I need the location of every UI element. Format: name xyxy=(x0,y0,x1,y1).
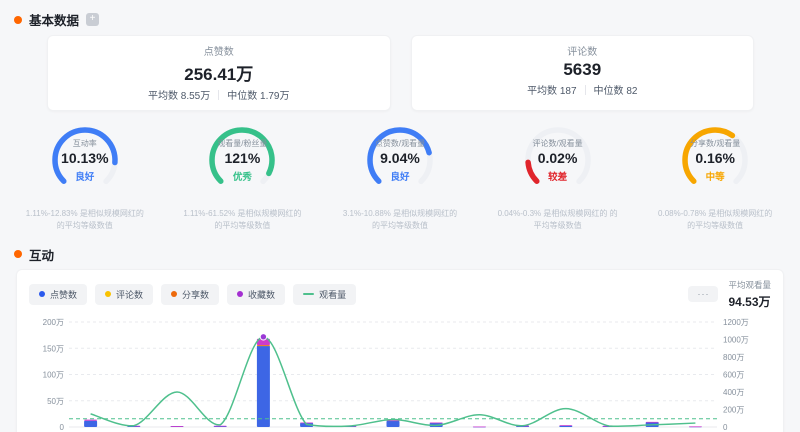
legend-dot-icon xyxy=(171,291,178,298)
basic-data-header: 基本数据 + xyxy=(0,0,800,35)
gauge-arc xyxy=(367,127,433,193)
svg-text:200万: 200万 xyxy=(43,318,64,327)
gauge-status: 良好 xyxy=(75,171,95,183)
legend-shares[interactable]: 分享数 xyxy=(161,283,220,305)
average-views-label: 平均观看量 xyxy=(728,279,771,290)
more-options-button[interactable]: ··· xyxy=(688,286,719,303)
interaction-title: 互动 xyxy=(29,248,55,263)
legend-dot-icon xyxy=(237,291,244,298)
comments-average: 平均数 187 xyxy=(527,86,577,97)
legend-line-icon xyxy=(303,293,315,296)
svg-text:1000万: 1000万 xyxy=(723,335,749,344)
likes-label: 点赞数 xyxy=(203,47,234,58)
gauge-status: 较差 xyxy=(548,171,568,183)
comments-median: 中位数 82 xyxy=(593,86,638,97)
gauge-label: 评论数/观看量 xyxy=(532,138,583,148)
divider xyxy=(218,89,220,100)
legend-comments[interactable]: 评论数 xyxy=(95,283,154,305)
gauge-caption: 0.08%-0.78% 是相似规模网红的 的平均等级数值 xyxy=(658,209,773,231)
gauge-caption: 1.11%-12.83% 是相似规模网红的 的平均等级数值 xyxy=(25,209,144,231)
basic-data-title: 基本数据 xyxy=(29,14,80,28)
interaction-header: 互动 xyxy=(0,237,800,269)
gauge-label: 点赞数/观看量 xyxy=(374,138,426,148)
gauge-status: 优秀 xyxy=(232,171,252,183)
gauge-views-per-fans: 观看量/粉丝量 121% 优秀 1.11%-61.52% 是相似规模网红的 的平… xyxy=(164,121,322,233)
gauge-arc xyxy=(682,127,748,193)
section-bullet-icon xyxy=(14,15,22,24)
bar-line-chart-canvas[interactable]: 200万 150万 100万 50万 0 1200万 1000万 800万 600万 400万 20… xyxy=(29,312,769,432)
svg-text:600万: 600万 xyxy=(723,370,744,379)
gauge-interaction-rate: 互动率 10.13% 良好 1.11%-12.83% 是相似规模网红的 的平均等… xyxy=(6,121,164,233)
likes-value: 256.41万 xyxy=(184,65,254,84)
add-icon[interactable]: + xyxy=(86,13,100,26)
gauge-value: 0.02% xyxy=(537,149,578,166)
gauge-comments-per-views: 评论数/观看量 0.02% 较差 0.04%-0.3% 是相似规模网红的 的 平… xyxy=(479,121,637,233)
divider xyxy=(584,84,586,95)
gauge-caption: 1.11%-61.52% 是相似规模网红的 的平均等级数值 xyxy=(183,209,302,231)
svg-text:200万: 200万 xyxy=(723,405,744,414)
legend-views[interactable]: 观看量 xyxy=(293,283,357,305)
likes-average: 平均数 8.55万 xyxy=(148,91,211,102)
gauge-arc xyxy=(52,127,118,193)
gauge-arc xyxy=(209,127,276,193)
gauge-status: 良好 xyxy=(390,171,410,183)
gauge-label: 观看量/粉丝量 xyxy=(217,138,268,148)
svg-text:800万: 800万 xyxy=(723,353,744,362)
svg-text:0: 0 xyxy=(723,423,728,432)
gauge-likes-per-views: 点赞数/观看量 9.04% 良好 3.1%-10.88% 是相似规模网红的 的平… xyxy=(321,121,479,233)
svg-text:400万: 400万 xyxy=(723,388,744,397)
gauge-arc xyxy=(524,127,591,193)
legend-likes[interactable]: 点赞数 xyxy=(29,283,88,305)
gauge-caption: 3.1%-10.88% 是相似规模网红的 的平均等级数值 xyxy=(342,209,458,231)
gauges-row: 互动率 10.13% 良好 1.11%-12.83% 是相似规模网红的 的平均等… xyxy=(0,111,800,237)
gauge-value: 121% xyxy=(224,149,261,166)
gauge-status: 中等 xyxy=(705,171,725,183)
section-bullet-icon xyxy=(14,250,22,259)
legend-favorites[interactable]: 收藏数 xyxy=(227,283,286,305)
interaction-chart-card: 点赞数 评论数 分享数 收藏数 观看量 ··· 平均观看量 94.53万 200… xyxy=(16,268,784,432)
legend-dot-icon xyxy=(39,291,45,298)
comments-label: 评论数 xyxy=(567,47,598,58)
gauge-value: 0.16% xyxy=(695,149,736,166)
legend-dot-icon xyxy=(105,291,112,298)
gauge-label: 互动率 xyxy=(72,138,97,148)
comments-value: 5639 xyxy=(563,60,602,79)
gauge-caption: 0.04%-0.3% 是相似规模网红的 的 平均等级数值 xyxy=(497,209,618,231)
gauge-value: 10.13% xyxy=(61,149,109,166)
comments-stat-card: 评论数 5639 平均数 187 中位数 82 xyxy=(410,35,754,111)
gauge-label: 分享数/观看量 xyxy=(690,138,741,148)
svg-text:150万: 150万 xyxy=(43,344,64,353)
svg-text:100万: 100万 xyxy=(43,370,64,379)
svg-text:0: 0 xyxy=(60,423,65,432)
average-views-value: 94.53万 xyxy=(728,294,771,309)
likes-stat-card: 点赞数 256.41万 平均数 8.55万 中位数 1.79万 xyxy=(47,35,391,111)
gauge-value: 9.04% xyxy=(380,149,420,166)
average-views-block: 平均观看量 94.53万 xyxy=(728,279,771,310)
interaction-chart[interactable]: 200万 150万 100万 50万 0 1200万 1000万 800万 600万 400万 20… xyxy=(29,312,771,432)
gauge-shares-per-views: 分享数/观看量 0.16% 中等 0.08%-0.78% 是相似规模网红的 的平… xyxy=(636,121,794,233)
likes-median: 中位数 1.79万 xyxy=(227,91,290,102)
stat-cards-row: 点赞数 256.41万 平均数 8.55万 中位数 1.79万 评论数 5639… xyxy=(47,35,754,111)
chart-legend: 点赞数 评论数 分享数 收藏数 观看量 ··· 平均观看量 94.53万 xyxy=(29,279,771,310)
svg-text:1200万: 1200万 xyxy=(723,318,749,327)
svg-text:50万: 50万 xyxy=(47,397,64,406)
